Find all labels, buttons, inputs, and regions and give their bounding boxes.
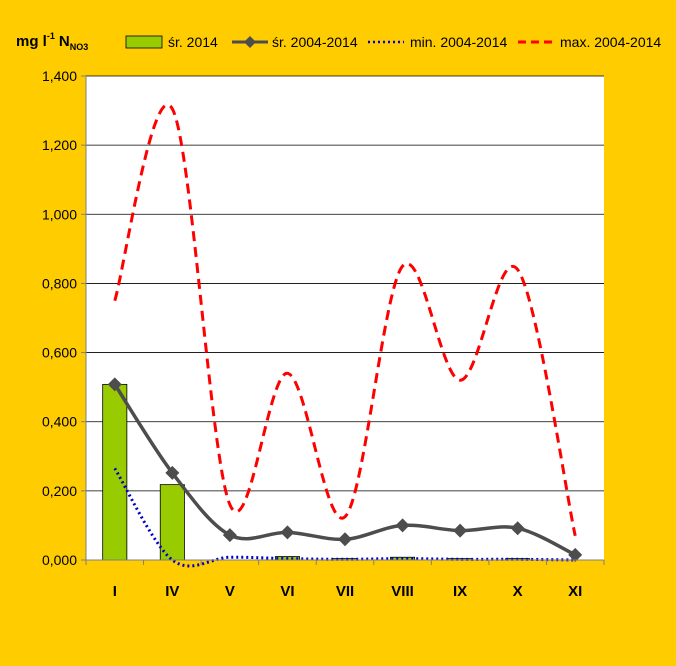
x-axis-ticks: I IV V VI VII VIII IX X XI [85, 560, 605, 600]
y-tick-label: 0,800 [42, 275, 77, 291]
y-tick-label: 0,200 [42, 483, 77, 499]
y-axis-ticks: 0,000 0,200 0,400 0,600 0,800 1,000 1,200 1,400 [42, 68, 86, 568]
data-point-marker [510, 521, 525, 536]
y-tick-label: 0,000 [42, 552, 77, 568]
x-tick-label: IV [165, 583, 179, 600]
data-point-marker [165, 465, 180, 480]
x-tick-label: XI [568, 583, 582, 600]
x-tick-label: VIII [391, 583, 414, 600]
data-point-marker [107, 377, 122, 392]
data-point-marker [338, 532, 352, 547]
y-axis-unit-label: mg l-1 NNO3 [16, 31, 88, 52]
data-point-marker [395, 518, 410, 533]
data-point-marker [453, 523, 468, 538]
bar [159, 484, 185, 561]
data-point-marker [280, 525, 295, 540]
y-tick-label: 1,200 [42, 137, 77, 153]
legend-label: śr. 2004-2014 [272, 34, 358, 50]
x-tick-label: VI [280, 583, 294, 600]
legend-item-min-2004-2014: min. 2004-2014 [368, 34, 508, 50]
data-point-marker [568, 547, 583, 562]
legend-item-sr-2014: śr. 2014 [125, 34, 218, 50]
data-point-marker [222, 528, 237, 543]
legend-swatch-bar [125, 35, 163, 49]
legend-label: śr. 2014 [168, 34, 218, 50]
legend: śr. 2014 śr. 2004-2014 min. 2004-2014 ma… [125, 34, 661, 50]
x-tick-label: I [113, 583, 117, 600]
legend-item-max-2004-2014: max. 2004-2014 [518, 34, 661, 50]
series-line [113, 467, 576, 568]
legend-item-sr-2004-2014: śr. 2004-2014 [232, 34, 358, 50]
y-tick-label: 0,400 [42, 414, 77, 430]
x-tick-label: IX [453, 583, 467, 600]
legend-label: max. 2004-2014 [560, 34, 661, 50]
legend-swatch-marker [244, 36, 256, 48]
series-line [113, 103, 577, 537]
y-tick-label: 0,600 [42, 345, 77, 361]
y-tick-label: 1,000 [42, 206, 77, 222]
y-tick-label: 1,400 [42, 68, 77, 84]
bar [102, 383, 128, 561]
x-tick-label: X [513, 583, 523, 600]
series-lines [107, 103, 583, 568]
x-tick-label: V [225, 583, 235, 600]
legend-label: min. 2004-2014 [410, 34, 508, 50]
x-tick-label: VII [336, 583, 354, 600]
